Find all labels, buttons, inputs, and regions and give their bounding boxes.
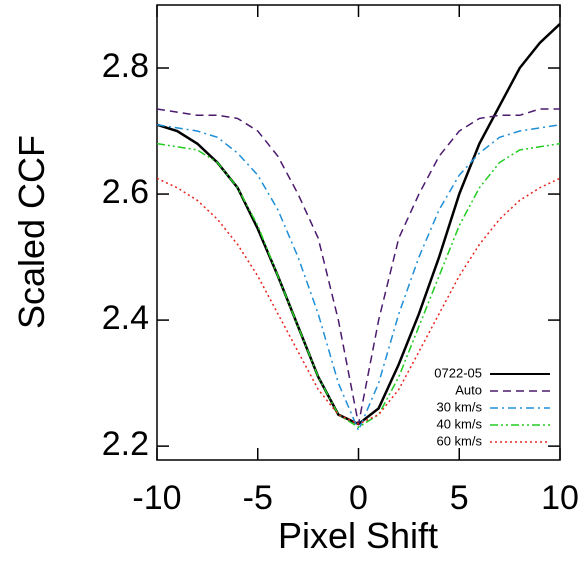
legend-label: 60 km/s (436, 433, 482, 448)
series-line (156, 177, 561, 425)
y-axis-label: Scaled CCF (11, 135, 52, 329)
series-line (156, 123, 561, 433)
y-tick-label: 2.6 (102, 173, 149, 211)
x-tick-label: 10 (541, 479, 579, 517)
x-axis-label: Pixel Shift (278, 515, 438, 556)
series-line (156, 108, 560, 425)
legend-label: 30 km/s (436, 399, 482, 414)
y-tick-label: 2.2 (102, 425, 149, 463)
series-line (156, 22, 561, 426)
legend-label: 0722-05 (434, 365, 482, 380)
y-tick-label: 2.4 (102, 299, 149, 337)
x-tick-label: 5 (450, 479, 469, 517)
plot-frame (156, 4, 561, 461)
series-line (156, 142, 561, 429)
x-tick-label: 0 (349, 479, 368, 517)
x-tick-label: -5 (243, 479, 273, 517)
x-tick-label: -10 (132, 479, 181, 517)
y-tick-label: 2.8 (102, 47, 149, 85)
legend-label: Auto (455, 382, 482, 397)
legend-label: 40 km/s (436, 416, 482, 431)
